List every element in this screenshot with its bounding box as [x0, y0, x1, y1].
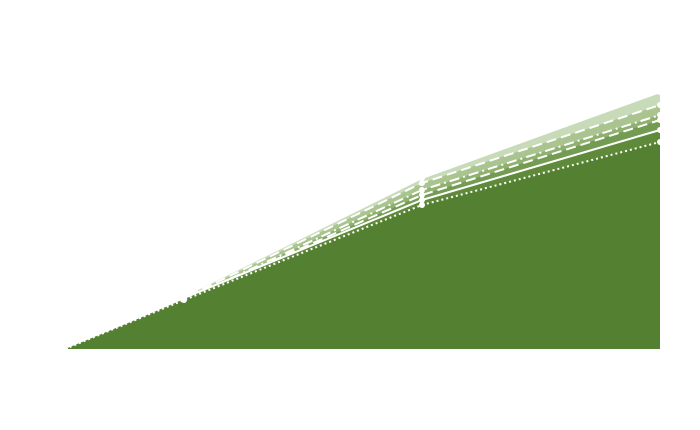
area: [65, 142, 660, 349]
point: [657, 102, 663, 108]
point: [419, 192, 425, 198]
point: [657, 112, 663, 118]
point: [657, 127, 663, 133]
point: [62, 346, 68, 352]
series-line: [64, 141, 661, 350]
point: [419, 197, 425, 203]
point: [419, 175, 425, 181]
point: [657, 117, 663, 123]
point: [419, 202, 425, 208]
point: [181, 297, 187, 303]
point: [419, 180, 425, 186]
point: [657, 139, 663, 145]
point: [419, 187, 425, 193]
point: [657, 89, 663, 95]
series-line: [64, 129, 661, 350]
